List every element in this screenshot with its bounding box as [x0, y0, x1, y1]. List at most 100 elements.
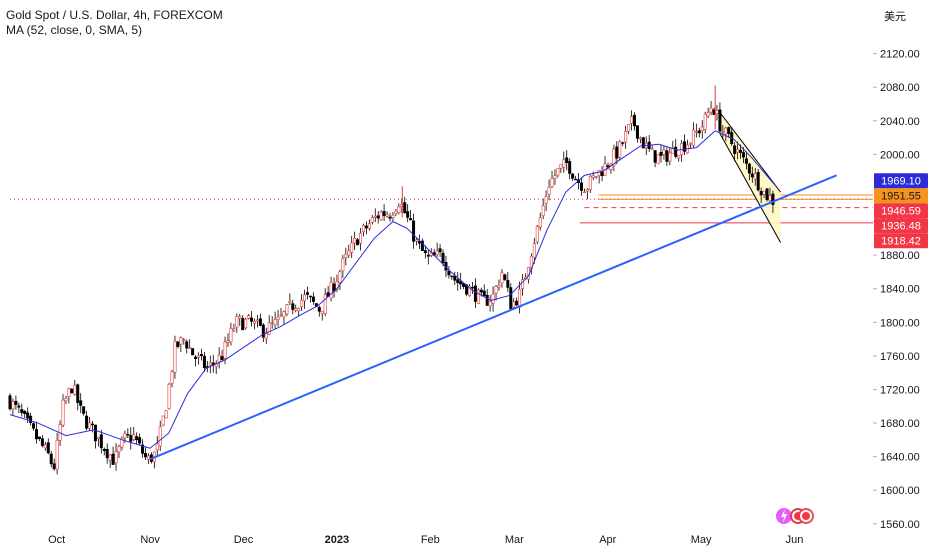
candle-up: [344, 253, 348, 258]
candle-down: [765, 188, 769, 200]
candle-up: [512, 301, 516, 308]
candle-up: [173, 341, 177, 373]
candle-down: [382, 211, 386, 216]
candle-up: [476, 289, 480, 304]
candle-up: [706, 112, 710, 117]
candle-down: [665, 150, 669, 162]
candle-down: [176, 341, 180, 347]
candle-up: [662, 149, 666, 155]
candle-up: [294, 308, 298, 311]
candle-down: [17, 405, 21, 408]
candle-down: [741, 152, 745, 158]
candle-layer: [8, 85, 775, 475]
candle-up: [288, 301, 292, 304]
y-tick-label: 1880.00: [880, 250, 920, 262]
candle-up: [591, 175, 595, 178]
candle-down: [683, 141, 687, 152]
candle-down: [503, 274, 507, 280]
candle-down: [441, 252, 445, 263]
data-provider-badge[interactable]: [776, 505, 816, 527]
candle-up: [164, 410, 168, 419]
candle-up: [468, 286, 472, 296]
candle-down: [185, 341, 189, 349]
candle-up: [553, 175, 557, 179]
candle-down: [423, 250, 427, 254]
candle-down: [635, 125, 639, 139]
candle-down: [453, 275, 457, 281]
candle-down: [111, 453, 115, 465]
price-badge-label: 1969.10: [881, 175, 921, 187]
candle-down: [211, 362, 215, 365]
price-badge-label: 1936.48: [881, 220, 921, 232]
candle-up: [497, 285, 501, 288]
candle-up: [397, 206, 401, 214]
price-badge-bg: [874, 188, 928, 204]
price-badge-label: 1951.55: [881, 190, 921, 202]
candle-up: [273, 319, 277, 326]
candle-down: [750, 173, 754, 178]
candle-up: [709, 107, 713, 113]
candle-down: [621, 142, 625, 144]
candle-down: [447, 270, 451, 276]
candle-up: [588, 176, 592, 190]
candle-up: [267, 322, 271, 335]
candle-down: [574, 178, 578, 181]
candle-up: [276, 316, 280, 321]
price-badge-bg: [874, 173, 928, 189]
candle-down: [744, 158, 748, 164]
candle-up: [700, 126, 704, 131]
candle-up: [715, 110, 719, 114]
indicator-label[interactable]: MA (52, close, 0, SMA, 5): [6, 23, 143, 37]
price-badge: 1918.42: [874, 233, 928, 249]
x-tick-label: Jun: [786, 534, 804, 546]
candle-up: [270, 322, 274, 324]
candle-down: [470, 286, 474, 289]
candle-down: [459, 280, 463, 285]
candle-down: [632, 114, 636, 127]
candle-down: [600, 171, 604, 176]
candle-up: [96, 436, 100, 440]
level-layer: [10, 194, 873, 224]
candle-up: [550, 178, 554, 187]
candle-up: [559, 164, 563, 169]
candle-up: [300, 299, 304, 307]
symbol-title[interactable]: Gold Spot / U.S. Dollar, 4h, FOREXCOM: [6, 8, 223, 22]
candle-down: [138, 437, 142, 444]
candle-down: [202, 355, 206, 368]
candle-up: [255, 319, 259, 322]
candle-down: [76, 384, 80, 403]
candle-up: [521, 279, 525, 289]
currency-label[interactable]: 美元: [884, 11, 906, 23]
y-tick-label: 1840.00: [880, 284, 920, 296]
candle-up: [541, 205, 545, 217]
y-tick-label: 2000.00: [880, 149, 920, 161]
candle-down: [306, 292, 310, 295]
candle-down: [509, 287, 513, 310]
candle-up: [114, 451, 118, 464]
candle-down: [515, 300, 519, 306]
candle-up: [630, 116, 634, 124]
candle-up: [323, 294, 327, 314]
price-badge-bg: [874, 233, 928, 249]
candle-up: [547, 186, 551, 195]
candle-up: [373, 215, 377, 218]
candle-down: [739, 149, 743, 153]
candle-up: [11, 401, 15, 410]
candle-down: [220, 356, 224, 361]
candle-up: [400, 204, 404, 207]
y-tick-label: 1600.00: [880, 485, 920, 497]
y-tick-label: 1680.00: [880, 418, 920, 430]
candle-up: [627, 124, 631, 132]
candle-down: [82, 406, 86, 414]
candle-down: [771, 193, 775, 205]
price-badge: 1951.55: [874, 188, 928, 204]
candle-down: [49, 453, 53, 465]
candle-up: [721, 131, 725, 133]
candle-up: [197, 355, 201, 358]
candle-down: [32, 423, 36, 429]
candle-up: [736, 149, 740, 153]
y-tick-label: 1640.00: [880, 452, 920, 464]
candle-down: [641, 137, 645, 149]
